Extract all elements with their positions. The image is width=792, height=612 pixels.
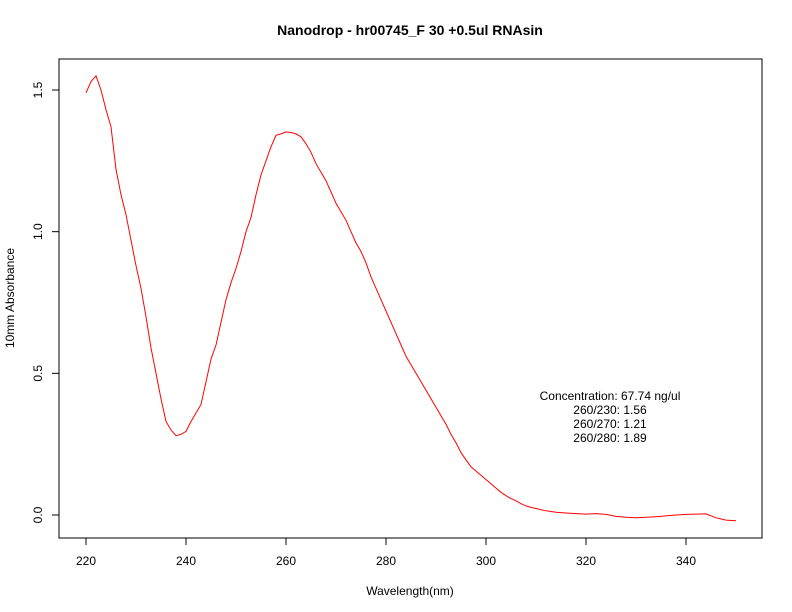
y-tick-label: 1.5: [31, 81, 45, 98]
y-axis-label: 10mm Absorbance: [3, 248, 17, 348]
x-axis: 220 240 260 280 300 320 340: [76, 538, 696, 568]
x-tick-label: 220: [76, 554, 96, 568]
x-tick-label: 260: [276, 554, 296, 568]
y-tick-label: 0.5: [31, 365, 45, 382]
x-tick-label: 340: [676, 554, 696, 568]
x-axis-label: Wavelength(nm): [366, 584, 454, 598]
y-axis: 0.0 0.5 1.0 1.5: [31, 81, 59, 523]
stats-annotation: Concentration: 67.74 ng/ul 260/230: 1.56…: [540, 389, 681, 445]
x-tick-label: 320: [576, 554, 596, 568]
x-tick-label: 300: [476, 554, 496, 568]
plot-frame: [58, 58, 763, 539]
ratio-260-270-text: 260/270: 1.21: [573, 417, 647, 431]
y-tick-label: 0.0: [31, 506, 45, 523]
ratio-260-280-text: 260/280: 1.89: [573, 431, 647, 445]
x-tick-label: 280: [376, 554, 396, 568]
concentration-text: Concentration: 67.74 ng/ul: [540, 389, 681, 403]
x-tick-label: 240: [176, 554, 196, 568]
y-tick-label: 1.0: [31, 223, 45, 240]
ratio-260-230-text: 260/230: 1.56: [573, 403, 647, 417]
chart-title: Nanodrop - hr00745_F 30 +0.5ul RNAsin: [277, 22, 543, 38]
absorbance-curve: [85, 74, 737, 522]
